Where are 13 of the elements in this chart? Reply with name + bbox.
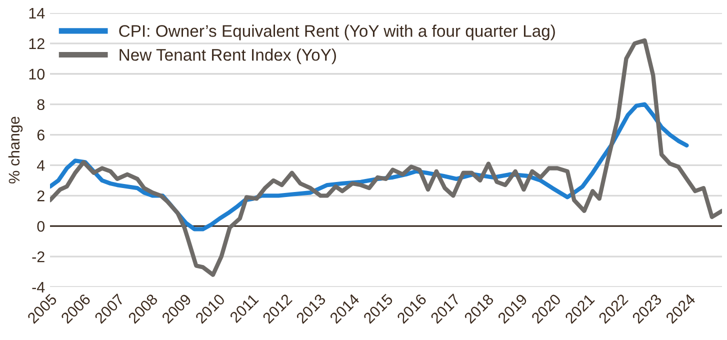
y-tick-label: -2 [32,251,44,262]
legend-label: CPI: Owner’s Equivalent Rent (YoY with a four quarter Lag) [119,24,555,40]
legend-label: New Tenant Rent Index (YoY) [120,48,336,64]
y-tick-label: 12 [29,38,44,49]
y-tick-label: 0 [37,220,45,232]
y-tick-label: 10 [29,68,45,80]
y-tick-label: 2 [37,190,44,202]
y-tick-label: -4 [32,282,45,293]
y-tick-label: 4 [36,160,45,171]
y-axis-title: % change [8,116,23,184]
y-tick-label: 6 [37,130,44,140]
y-tick-label: 8 [37,99,44,110]
y-tick-label: 14 [29,8,45,19]
